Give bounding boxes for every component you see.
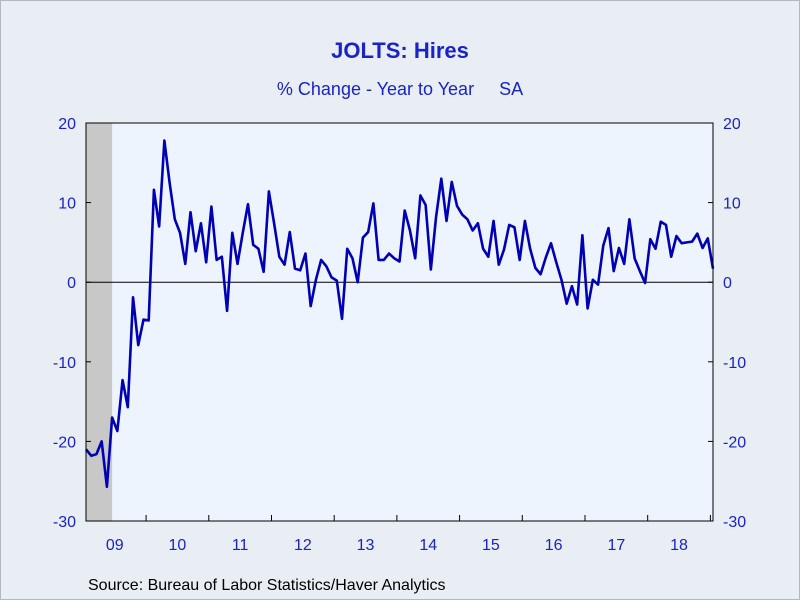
source-note: Source: Bureau of Labor Statistics/Haver…	[88, 577, 446, 594]
y-tick-label-left: 20	[58, 116, 76, 133]
x-tick-label: 10	[169, 537, 187, 554]
x-tick-label: 16	[545, 537, 563, 554]
y-tick-label-right: 20	[723, 116, 741, 133]
x-tick-label: 11	[232, 537, 249, 554]
x-tick-label: 09	[106, 537, 124, 554]
x-tick-label: 14	[419, 537, 437, 554]
y-tick-label-right: -10	[723, 355, 746, 372]
y-tick-label-left: -10	[53, 355, 76, 372]
plot-border	[85, 122, 714, 522]
y-tick-label-left: 10	[58, 196, 76, 213]
y-tick-label-left: -20	[53, 434, 76, 451]
series-line-hires	[84, 139, 715, 489]
x-tick-label: 13	[357, 537, 375, 554]
y-tick-label-right: -20	[723, 434, 746, 451]
plot-area	[85, 122, 714, 522]
y-tick-label-right: 0	[723, 275, 732, 292]
x-tick-label: 17	[607, 537, 625, 554]
x-tick-label: 15	[482, 537, 500, 554]
x-tick-label: 12	[294, 537, 312, 554]
chart-title: JOLTS: Hires	[331, 38, 469, 63]
y-tick-label-left: 0	[67, 275, 76, 292]
y-tick-label-left: -30	[53, 514, 76, 531]
y-tick-label-right: 10	[723, 196, 741, 213]
y-tick-label-right: -30	[723, 514, 746, 531]
chart-subtitle: % Change - Year to Year SA	[276, 79, 524, 99]
x-tick-label: 18	[670, 537, 688, 554]
